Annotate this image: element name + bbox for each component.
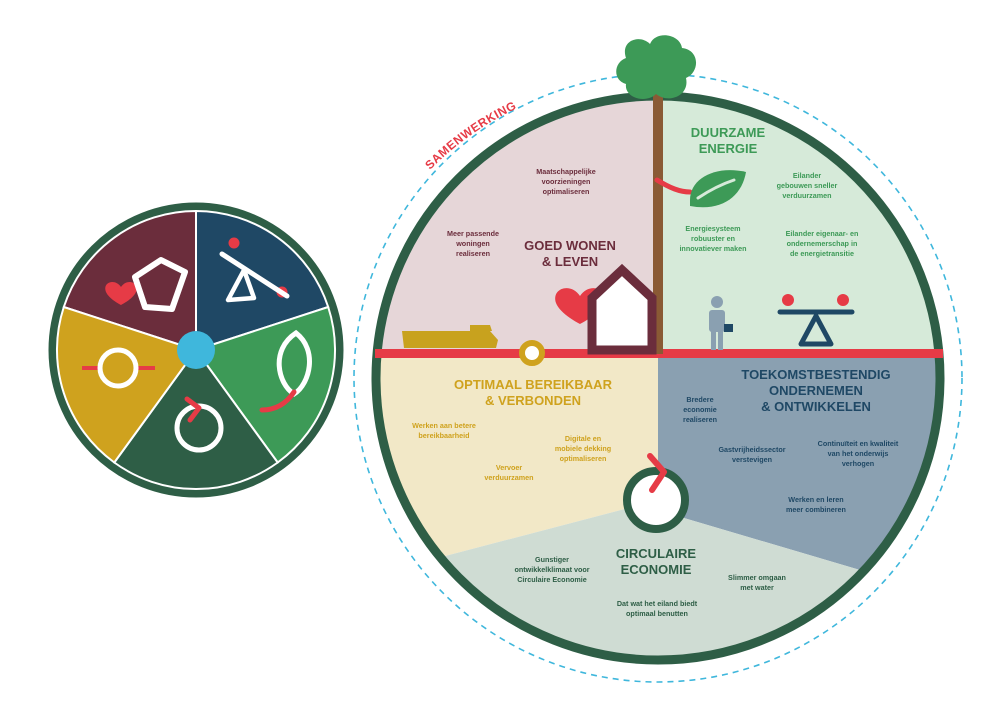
item-text: Maatschappelijke bbox=[536, 167, 596, 176]
item-text: Vervoer bbox=[496, 463, 523, 472]
item-text: bereikbaarheid bbox=[418, 431, 469, 440]
leaf-icon bbox=[259, 329, 312, 413]
item-text: optimaliseren bbox=[543, 187, 590, 196]
tree-icon bbox=[616, 35, 697, 354]
item-text: mobiele dekking bbox=[555, 444, 611, 453]
item-text: Eilander eigenaar- en bbox=[786, 229, 859, 238]
house-heart-icon bbox=[105, 257, 188, 312]
item-text: Bredere bbox=[686, 395, 713, 404]
item-text: Circulaire Economie bbox=[517, 575, 587, 584]
section-duurzame-energie: DUURZAME ENERGIE Eilander gebouwen snell… bbox=[679, 125, 858, 258]
item-text: Digitale en bbox=[565, 434, 601, 443]
seesaw-balance-icon bbox=[219, 237, 290, 303]
item-text: Dat wat het eiland biedt bbox=[617, 599, 698, 608]
item-text: voorzieningen bbox=[542, 177, 591, 186]
item-text: Meer passende bbox=[447, 229, 499, 238]
item-text: verduurzamen bbox=[782, 191, 831, 200]
section-goed-wonen: GOED WONEN & LEVEN Maatschappelijke voor… bbox=[447, 167, 616, 269]
item-text: Gastvrijheidssector bbox=[718, 445, 785, 454]
small-wheel-slice-energie-green bbox=[194, 305, 336, 464]
item-text: verduurzamen bbox=[484, 473, 533, 482]
section-title-line1: DUURZAME bbox=[691, 125, 766, 140]
small-wheel-slice-wonen bbox=[62, 209, 197, 352]
section-title-line2: & VERBONDEN bbox=[485, 393, 581, 408]
section-title-line3: & ONTWIKKELEN bbox=[761, 399, 871, 414]
section-title-line1: OPTIMAAL BEREIKBAAR bbox=[454, 377, 613, 392]
section-title-line2: ECONOMIE bbox=[621, 562, 692, 577]
item-text: optimaal benutten bbox=[626, 609, 688, 618]
seesaw-balance-icon bbox=[777, 294, 855, 347]
item-text: Werken en leren bbox=[788, 495, 843, 504]
leaf-icon bbox=[654, 170, 746, 208]
section-title-line1: TOEKOMSTBESTENDIG bbox=[741, 367, 890, 382]
circular-arrow-icon bbox=[623, 453, 689, 533]
small-wheel-hub bbox=[177, 331, 215, 369]
item-text: met water bbox=[740, 583, 774, 592]
item-text: economie bbox=[683, 405, 717, 414]
connection-ring-icon bbox=[519, 340, 545, 366]
section-optimaal-bereikbaar: OPTIMAAL BEREIKBAAR & VERBONDEN Werken a… bbox=[412, 377, 612, 482]
item-text: meer combineren bbox=[786, 505, 846, 514]
item-text: robuuster en bbox=[691, 234, 735, 243]
small-wheel-slice-circulair bbox=[112, 348, 280, 491]
item-text: realiseren bbox=[683, 415, 717, 424]
item-text: Gunstiger bbox=[535, 555, 569, 564]
item-text: Werken aan betere bbox=[412, 421, 476, 430]
section-title-line1: CIRCULAIRE bbox=[616, 546, 696, 561]
section-title-line2: & LEVEN bbox=[542, 254, 598, 269]
item-text: innovatiever maken bbox=[679, 244, 746, 253]
section-title-line2: ONDERNEMEN bbox=[769, 383, 863, 398]
item-text: Energiesysteem bbox=[685, 224, 740, 233]
item-text: gebouwen sneller bbox=[777, 181, 838, 190]
section-title-line2: ENERGIE bbox=[699, 141, 758, 156]
section-toekomst-bg bbox=[640, 354, 940, 580]
item-text: realiseren bbox=[456, 249, 490, 258]
section-circulaire-economie: CIRCULAIRE ECONOMIE Gunstiger ontwikkelk… bbox=[514, 546, 786, 618]
item-text: verhogen bbox=[842, 459, 874, 468]
item-text: verstevigen bbox=[732, 455, 772, 464]
section-toekomstbestendig: TOEKOMSTBESTENDIG ONDERNEMEN & ONTWIKKEL… bbox=[683, 367, 899, 514]
item-text: Slimmer omgaan bbox=[728, 573, 786, 582]
person-briefcase-icon bbox=[709, 296, 733, 350]
circular-arrow-icon bbox=[174, 396, 224, 453]
section-title-line1: GOED WONEN bbox=[524, 238, 616, 253]
item-text: Eilander bbox=[793, 171, 822, 180]
item-text: ondernemerschap in bbox=[787, 239, 858, 248]
item-text: van het onderwijs bbox=[828, 449, 889, 458]
small-wheel bbox=[48, 202, 344, 498]
item-text: woningen bbox=[455, 239, 490, 248]
ship-icon bbox=[402, 325, 498, 348]
item-text: Continuïteit en kwaliteit bbox=[818, 439, 899, 448]
item-text: de energietransitie bbox=[790, 249, 854, 258]
house-heart-icon bbox=[555, 263, 657, 355]
item-text: optimaliseren bbox=[560, 454, 607, 463]
connection-ring-icon bbox=[82, 347, 155, 389]
section-optimaal-bg bbox=[376, 354, 658, 560]
item-text: ontwikkelklimaat voor bbox=[514, 565, 589, 574]
